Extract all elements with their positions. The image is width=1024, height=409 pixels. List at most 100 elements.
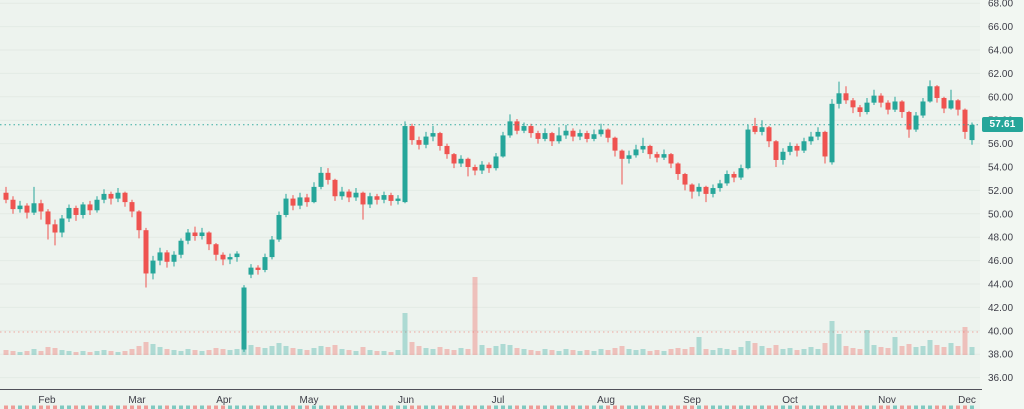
- candle-body: [584, 133, 590, 139]
- month-label: Aug: [597, 395, 615, 406]
- volume-bar: [591, 351, 597, 355]
- candle-body: [367, 196, 373, 205]
- volume-bar: [885, 348, 891, 355]
- volume-bar: [745, 341, 751, 355]
- price-tick-label: 54.00: [988, 163, 1013, 174]
- candle-body: [626, 155, 632, 159]
- price-axis[interactable]: [980, 0, 1024, 390]
- volume-bar: [360, 347, 366, 355]
- candle-body: [185, 232, 191, 241]
- volume-bar: [325, 347, 331, 355]
- candle-body: [234, 253, 240, 258]
- candle-body: [80, 204, 86, 215]
- candle-body: [717, 183, 723, 189]
- volume-bar: [794, 350, 800, 355]
- candle-body: [549, 133, 555, 142]
- volume-bar: [808, 347, 814, 355]
- candle-body: [766, 127, 772, 142]
- axis-background: [980, 0, 1024, 409]
- volume-bar: [738, 347, 744, 355]
- price-tick-label: 60.00: [988, 92, 1013, 103]
- candle-body: [500, 135, 506, 157]
- volume-bar: [549, 350, 555, 355]
- candle-body: [17, 205, 23, 210]
- candle-body: [122, 192, 128, 203]
- volume-bar: [773, 345, 779, 355]
- candle-body: [59, 218, 65, 233]
- candle-body: [668, 154, 674, 164]
- volume-bar: [689, 347, 695, 355]
- volume-bar: [87, 352, 93, 355]
- candle-body: [101, 193, 107, 200]
- chart-plot-area[interactable]: [0, 0, 980, 390]
- gridlines: [0, 2, 980, 379]
- candle-body: [689, 184, 695, 192]
- candle-body: [591, 134, 597, 139]
- volume-bar: [815, 349, 821, 355]
- volume-bar: [654, 350, 660, 355]
- candle-body: [45, 211, 51, 225]
- volume-bar: [528, 350, 534, 355]
- volume-bar: [108, 351, 114, 355]
- candles: [3, 80, 975, 352]
- volume-bar: [367, 350, 373, 355]
- candle-body: [731, 174, 737, 178]
- volume-bar: [395, 350, 401, 355]
- volume-bar: [402, 313, 408, 355]
- volume-bar: [115, 352, 121, 355]
- volume-bar: [276, 343, 282, 355]
- volume-bar: [157, 347, 163, 355]
- volume-bar: [416, 346, 422, 355]
- candle-body: [395, 198, 401, 201]
- candle-body: [535, 133, 541, 139]
- candle-body: [794, 145, 800, 151]
- candle-body: [696, 186, 702, 192]
- month-label: Nov: [878, 395, 896, 406]
- candle-body: [10, 199, 16, 210]
- volume-bar: [731, 350, 737, 355]
- volume-bar: [521, 349, 527, 355]
- time-axis[interactable]: [0, 390, 980, 409]
- volume-bar: [598, 349, 604, 355]
- candle-body: [563, 130, 569, 136]
- candle-body: [710, 188, 716, 194]
- candle-body: [178, 240, 184, 255]
- volume-bar: [346, 350, 352, 355]
- candle-body: [724, 174, 730, 184]
- month-label: Jun: [398, 395, 414, 406]
- candle-body: [829, 103, 835, 163]
- volume-bar: [724, 349, 730, 355]
- month-label: May: [300, 395, 319, 406]
- candle-body: [920, 101, 926, 116]
- candle-body: [416, 140, 422, 145]
- candle-body: [864, 102, 870, 113]
- volume-bar: [619, 346, 625, 355]
- candle-body: [787, 145, 793, 152]
- volume-bar: [927, 340, 933, 355]
- volume-bar: [941, 347, 947, 355]
- volume-bar: [150, 344, 156, 355]
- candle-body: [297, 197, 303, 206]
- candle-body: [206, 232, 212, 245]
- volume-bar: [311, 348, 317, 355]
- volume-bar: [122, 351, 128, 355]
- volume-bar: [143, 342, 149, 355]
- volume-bar: [206, 350, 212, 355]
- candle-body: [885, 102, 891, 110]
- price-tick-label: 56.00: [988, 139, 1013, 150]
- candle-body: [493, 156, 499, 169]
- candle-body: [136, 211, 142, 231]
- candle-body: [899, 101, 905, 113]
- volume-bar: [479, 345, 485, 355]
- candle-body: [486, 164, 492, 169]
- volume-bar: [675, 348, 681, 355]
- candle-body: [815, 131, 821, 137]
- candle-body: [269, 239, 275, 258]
- candle-body: [822, 131, 828, 157]
- candle-body: [24, 205, 30, 213]
- candle-body: [773, 141, 779, 160]
- volume-bar: [514, 348, 520, 355]
- candle-body: [948, 100, 954, 109]
